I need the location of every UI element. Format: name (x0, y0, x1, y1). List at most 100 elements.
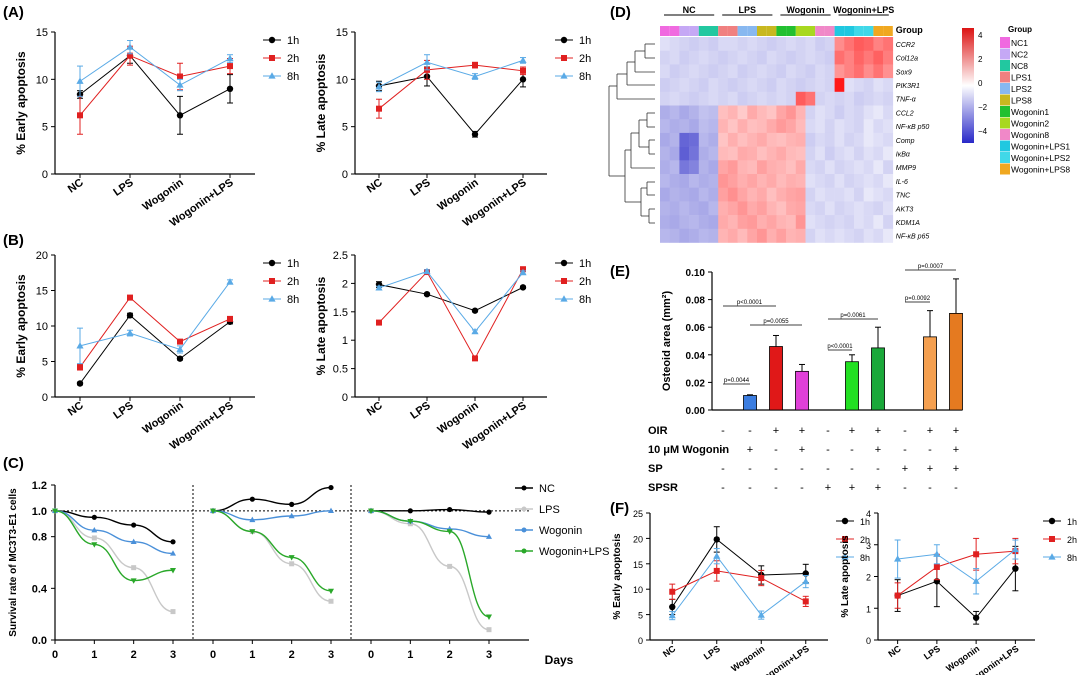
y-tick-label: 3 (866, 541, 871, 551)
data-point-2h (227, 315, 233, 322)
heatmap-cell (727, 201, 738, 216)
heatmap-cell (669, 132, 680, 147)
series-curve-Wogonin+LPS (212, 510, 332, 592)
data-point-Wogonin (328, 507, 334, 514)
data-point-8h (226, 278, 234, 285)
data-point-2h (933, 563, 940, 570)
heatmap-cell (834, 174, 845, 188)
heatmap-cell (844, 215, 855, 230)
legend-marker (521, 506, 527, 512)
heatmap-cell (718, 201, 729, 216)
condition-sign: + (927, 425, 933, 437)
series-line-8h (79, 281, 231, 351)
sample-annotation-cell (708, 26, 719, 36)
legend-label-2h: 2h (1067, 535, 1077, 545)
heatmap-cell (834, 187, 845, 202)
heatmap-cell (883, 119, 894, 134)
series-curve-LPS (212, 510, 332, 602)
heatmap-cell (815, 146, 826, 161)
group-legend-title: Group (1008, 25, 1032, 34)
heatmap-cell (727, 50, 738, 65)
group-legend-label: Wogonin8 (1011, 130, 1049, 140)
heatmap-cell (766, 187, 777, 202)
x-tick-label: Wogonin (140, 399, 185, 436)
y-tick-label: 5 (42, 122, 48, 134)
heatmap-cell (873, 64, 884, 79)
heatmap-cell (883, 132, 894, 147)
condition-label: 10 μM Wogonin (648, 444, 729, 456)
heatmap-cell (718, 146, 729, 161)
data-point-2h (472, 355, 478, 362)
series-line-8h (671, 555, 807, 616)
legend-marker (1048, 553, 1056, 560)
bar (845, 361, 859, 411)
data-point-8h (126, 43, 134, 50)
series-line-1h (378, 75, 524, 136)
condition-sign: - (721, 444, 725, 456)
heatmap-cell (805, 201, 816, 216)
heatmap-cell (698, 78, 709, 93)
x-tick-label: Wogonin (729, 643, 766, 673)
group-legend-label: Wogonin1 (1011, 107, 1049, 117)
heatmap-cell (757, 132, 767, 147)
heatmap-cell (776, 119, 787, 134)
legend-label-2h: 2h (579, 53, 591, 65)
heatmap-cell (727, 160, 738, 175)
heatmap-cell (718, 187, 729, 202)
data-point-8h (471, 72, 479, 80)
data-point-1h (972, 614, 980, 621)
sample-annotation-cell (844, 26, 854, 36)
heatmap-cell (747, 201, 758, 216)
bar (743, 395, 757, 411)
heatmap-cell (698, 132, 709, 147)
heatmap-cell (795, 228, 806, 243)
y-tick-label: 10 (36, 74, 48, 86)
group-legend-label: LPS2 (1011, 84, 1032, 94)
y-tick-label: 0 (42, 392, 48, 404)
heatmap-cell (805, 146, 816, 161)
group-legend-swatch (1000, 48, 1010, 60)
condition-label: SPSR (648, 482, 678, 494)
heatmap-cell (883, 228, 894, 243)
heatmap-cell (776, 187, 787, 202)
heatmap-cell (727, 228, 738, 243)
heatmap-cell (863, 105, 874, 120)
data-point-2h (520, 67, 526, 74)
heatmap-cell (854, 132, 864, 147)
legend-label-1h: 1h (287, 258, 299, 270)
colorbar-tick: 2 (978, 55, 983, 64)
heatmap-cell (747, 64, 758, 79)
heatmap-cell (689, 50, 700, 65)
heatmap-cell (669, 91, 680, 106)
condition-sign: - (826, 463, 830, 475)
heatmap-cell (698, 64, 709, 79)
heatmap-cell (669, 187, 680, 202)
legend-marker (841, 517, 849, 525)
heatmap-cell (737, 187, 748, 202)
colorbar-tick: 4 (978, 31, 983, 40)
heatmap-cell (698, 50, 709, 65)
heatmap-cell (689, 119, 700, 134)
heatmap-cell (815, 160, 826, 175)
condition-sign: + (875, 482, 881, 494)
condition-sign: - (826, 444, 830, 456)
heatmap-cell (873, 201, 884, 216)
heatmap-cell (727, 78, 738, 93)
p-value-label: p<0.0001 (737, 300, 763, 306)
heatmap-cell (863, 91, 874, 106)
data-point-8h (972, 577, 980, 584)
heatmap-cell (737, 37, 748, 51)
heatmap-cell (824, 91, 835, 106)
heatmap-cell (737, 215, 748, 230)
y-axis-label: % Late apoptosis (314, 276, 328, 375)
heatmap-cell (737, 78, 748, 93)
condition-sign: - (800, 463, 804, 475)
y-tick-label: 0.10 (686, 268, 706, 279)
sample-annotation-cell (747, 26, 757, 36)
heatmap-cell (660, 215, 670, 230)
series-curve-NC (370, 508, 490, 513)
heatmap-cell (660, 64, 670, 79)
heatmap-cell (669, 78, 680, 93)
sample-annotation-cell (689, 26, 699, 36)
